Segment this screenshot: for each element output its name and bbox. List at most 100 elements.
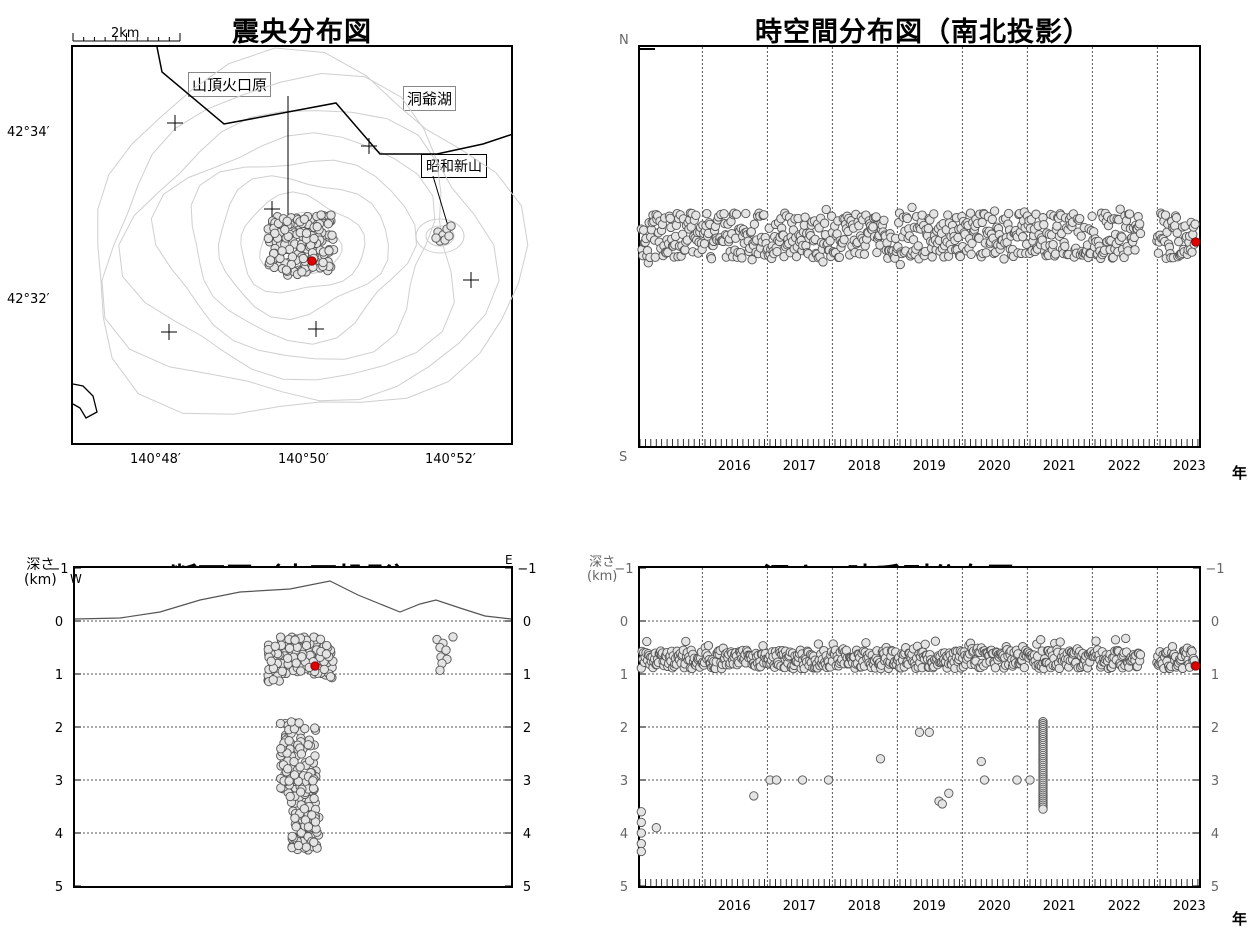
epicenter-point <box>431 233 441 243</box>
ns-axis-south: S <box>619 450 628 465</box>
cs-event-point <box>321 649 332 659</box>
dt-deep-event-point <box>924 727 934 737</box>
epicenter-map-title: 震央分布図 <box>232 17 372 48</box>
dt-year-tick-label: 2021 <box>1043 899 1076 914</box>
ns-event-point <box>1076 231 1086 241</box>
spacetime-ns-title: 時空間分布図（南北投影） <box>755 17 1091 48</box>
dt-deep-event-point <box>636 838 646 849</box>
epicenter-point <box>270 228 280 238</box>
cs-event-point <box>308 776 318 786</box>
dt-year-tick-label: 2016 <box>718 899 751 914</box>
dt-event-point <box>703 640 714 651</box>
ns-event-point <box>819 218 830 228</box>
epicenter-point <box>316 210 326 220</box>
dt-event-point <box>813 639 824 649</box>
cs-latest-event-point <box>310 661 320 671</box>
ns-event-point <box>818 257 828 267</box>
dt-depth-tick-label-left: 4 <box>620 827 628 842</box>
cs-event-point <box>290 813 300 823</box>
ns-year-tick-label: 2016 <box>718 459 751 474</box>
ns-event-point <box>680 245 690 255</box>
cs-depth-tick-label-right: 1 <box>523 668 531 683</box>
map-contour-line <box>150 132 436 360</box>
dt-swarm-event-point <box>1038 804 1048 814</box>
map-xtick-14052: 140°52′ <box>425 452 476 467</box>
ns-event-point <box>907 202 917 213</box>
cs-event-point <box>310 723 320 733</box>
ns-event-point <box>1018 232 1028 242</box>
ns-event-point <box>908 235 919 245</box>
epicenter-point <box>263 233 274 244</box>
summit-crater-label: 山頂火口原 <box>188 72 272 97</box>
dt-ylabel: 深さ (km) <box>587 556 617 583</box>
cs-event-point <box>301 842 311 852</box>
dt-deep-event-point <box>636 817 646 828</box>
dt-depth-tick-label-left: 1 <box>620 668 628 683</box>
cs-event-point <box>291 822 301 832</box>
cs-event-point <box>296 787 306 797</box>
dt-deep-event-point <box>823 775 834 785</box>
cs-event-point <box>285 791 295 802</box>
cs-topography-profile <box>74 580 512 620</box>
cs-ylabel-text: 深さ (km) <box>24 557 57 588</box>
epicenter-point <box>287 252 298 262</box>
ns-event-point <box>1115 204 1125 214</box>
epicenter-point <box>282 216 292 226</box>
ns-event-point <box>772 246 782 257</box>
ns-event-point <box>1052 221 1062 231</box>
cs-event-point <box>290 635 300 645</box>
dt-year-label: 年 <box>1232 910 1248 928</box>
ns-event-point <box>699 239 710 249</box>
dt-deep-event-point <box>1025 775 1035 785</box>
map-contour-line <box>217 175 389 321</box>
cs-event-point <box>268 675 278 685</box>
dt-deep-event-point <box>1012 775 1022 785</box>
ns-event-point <box>923 223 933 234</box>
dt-deep-event-point <box>944 788 954 798</box>
cs-event-point <box>448 632 458 642</box>
ns-event-point <box>989 206 1000 216</box>
cs-event-point <box>275 632 286 642</box>
cs-depth-tick-label-right: 5 <box>523 880 531 895</box>
ns-event-point <box>981 248 991 258</box>
cs-event-point <box>283 653 293 663</box>
dt-ylabel-text: 深さ (km) <box>587 555 618 584</box>
cs-depth-tick-label-left: 3 <box>55 774 63 789</box>
dt-event-point <box>758 641 768 651</box>
ns-event-point <box>1087 211 1097 221</box>
ns-year-tick-label: 2017 <box>783 459 816 474</box>
dt-depth-tick-label-left: 0 <box>620 615 628 630</box>
map-ytick-4232: 42°32′ <box>7 292 50 307</box>
ns-event-point <box>1153 248 1164 258</box>
ns-event-point <box>974 233 984 243</box>
ns-event-point <box>706 254 717 264</box>
ns-event-point <box>1124 209 1135 219</box>
epicenter-point <box>277 246 287 256</box>
ns-event-point <box>1135 219 1145 229</box>
ns-year-tick-label: 2018 <box>848 459 881 474</box>
map-xtick-14050: 140°50′ <box>278 452 329 467</box>
ns-event-point <box>747 255 757 265</box>
epicenter-point <box>280 225 290 235</box>
cs-event-point <box>309 793 319 804</box>
ns-event-point <box>927 252 937 262</box>
dt-event-point <box>1055 637 1065 647</box>
ns-event-point <box>834 252 845 262</box>
cs-event-point <box>284 776 294 786</box>
ns-event-point <box>800 212 810 222</box>
map-xtick-14048: 140°48′ <box>130 452 181 467</box>
cs-depth-tick-label-left: 1 <box>55 668 63 683</box>
cs-event-point <box>295 762 305 772</box>
cs-event-point <box>303 822 314 832</box>
latest-epicenter-point <box>307 256 317 266</box>
dt-year-tick-label: 2020 <box>978 899 1011 914</box>
cs-event-point <box>300 723 310 734</box>
dt-year-tick-label: 2018 <box>848 899 881 914</box>
ns-event-point <box>1171 213 1182 223</box>
ns-event-point <box>871 212 881 222</box>
dt-depth-tick-label-right: 1 <box>1211 668 1219 683</box>
ns-event-point <box>966 249 976 259</box>
ns-year-label: 年 <box>1232 464 1248 482</box>
dt-depth-tick-label-right: −1 <box>1205 562 1224 577</box>
showa-shinzan-label: 昭和新山 <box>421 154 487 178</box>
